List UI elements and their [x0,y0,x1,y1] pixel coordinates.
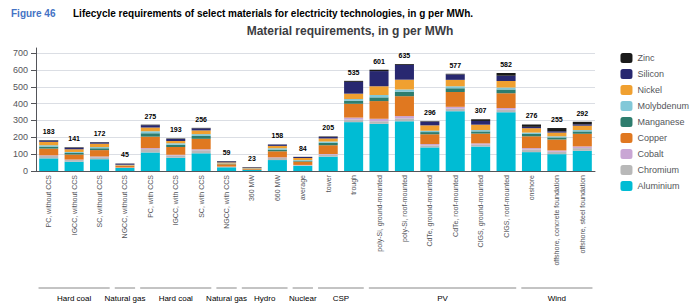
svg-text:23: 23 [248,155,256,162]
svg-text:0: 0 [23,166,28,176]
svg-text:205: 205 [322,124,334,131]
svg-text:360 MW: 360 MW [248,175,255,201]
svg-text:600: 600 [13,65,28,75]
svg-text:Natural gas: Natural gas [104,294,145,303]
svg-text:trough: trough [350,175,358,195]
svg-text:292: 292 [576,110,588,117]
svg-text:158: 158 [272,132,284,139]
svg-text:700: 700 [13,48,28,58]
svg-text:NGCC, with CCS: NGCC, with CCS [223,175,230,229]
svg-text:tower: tower [325,174,332,192]
svg-text:CdTe, ground-mounted: CdTe, ground-mounted [426,175,434,247]
svg-text:IGCC, without CCS: IGCC, without CCS [71,175,78,236]
svg-text:offshore, concrete foundation: offshore, concrete foundation [553,175,560,266]
svg-text:Wind: Wind [548,294,566,303]
svg-text:Zinc: Zinc [637,53,655,63]
svg-text:PC, with CCS: PC, with CCS [147,175,154,218]
svg-text:296: 296 [424,109,436,116]
svg-text:45: 45 [121,151,129,158]
svg-text:poly-Si, roof-mounted: poly-Si, roof-mounted [401,175,409,242]
svg-text:Silicon: Silicon [637,69,664,79]
svg-text:275: 275 [144,113,156,120]
svg-text:577: 577 [449,62,461,69]
svg-text:400: 400 [13,99,28,109]
svg-text:IGCC, with CCS: IGCC, with CCS [172,175,179,226]
svg-text:offshore, steel foundation: offshore, steel foundation [579,175,586,254]
svg-text:PC, without CCS: PC, without CCS [45,175,52,228]
svg-text:CdTe, roof-mounted: CdTe, roof-mounted [452,175,459,237]
svg-text:CIGS, ground-mounted: CIGS, ground-mounted [477,175,485,247]
svg-text:NGCC, without CCS: NGCC, without CCS [121,175,128,239]
svg-text:Natural gas: Natural gas [206,294,247,303]
svg-text:Hard coal: Hard coal [57,294,91,303]
svg-text:Copper: Copper [637,133,667,143]
svg-text:582: 582 [500,61,512,68]
svg-text:635: 635 [399,52,411,59]
svg-text:Lifecycle requirements of sele: Lifecycle requirements of select materia… [73,8,473,19]
svg-text:onshore: onshore [528,175,535,200]
svg-text:200: 200 [13,132,28,142]
svg-text:193: 193 [170,126,182,133]
svg-text:276: 276 [526,112,538,119]
svg-text:SC, without CCS: SC, without CCS [96,175,103,228]
svg-text:Hard coal: Hard coal [159,294,193,303]
svg-text:CSP: CSP [333,294,349,303]
svg-text:535: 535 [348,69,360,76]
svg-text:500: 500 [13,82,28,92]
svg-text:141: 141 [68,135,80,142]
svg-text:300: 300 [13,115,28,125]
svg-text:Figure 46: Figure 46 [11,8,56,19]
svg-text:Molybdenum: Molybdenum [637,101,689,111]
svg-text:Nickel: Nickel [637,85,662,95]
svg-text:Material requirements, in g pe: Material requirements, in g per MWh [247,24,454,38]
svg-text:Aluminium: Aluminium [637,181,679,191]
svg-text:84: 84 [299,145,307,152]
svg-text:poly-Si, ground-mounted: poly-Si, ground-mounted [376,175,384,252]
svg-text:59: 59 [223,149,231,156]
svg-text:Hydro: Hydro [254,294,276,303]
svg-text:Nuclear: Nuclear [289,294,317,303]
svg-text:660 MW: 660 MW [274,175,281,201]
svg-text:172: 172 [94,130,106,137]
svg-text:CIGS, roof-mounted: CIGS, roof-mounted [503,175,510,238]
svg-text:Manganese: Manganese [637,117,684,127]
svg-text:PV: PV [437,294,448,303]
svg-text:307: 307 [475,107,487,114]
svg-text:Chromium: Chromium [637,165,679,175]
svg-text:256: 256 [195,116,207,123]
svg-text:100: 100 [13,149,28,159]
svg-text:Cobalt: Cobalt [637,149,664,159]
svg-text:average: average [299,175,307,200]
svg-text:183: 183 [43,128,55,135]
svg-text:601: 601 [373,58,385,65]
svg-text:SC, with CCS: SC, with CCS [198,175,205,218]
svg-text:255: 255 [551,116,563,123]
